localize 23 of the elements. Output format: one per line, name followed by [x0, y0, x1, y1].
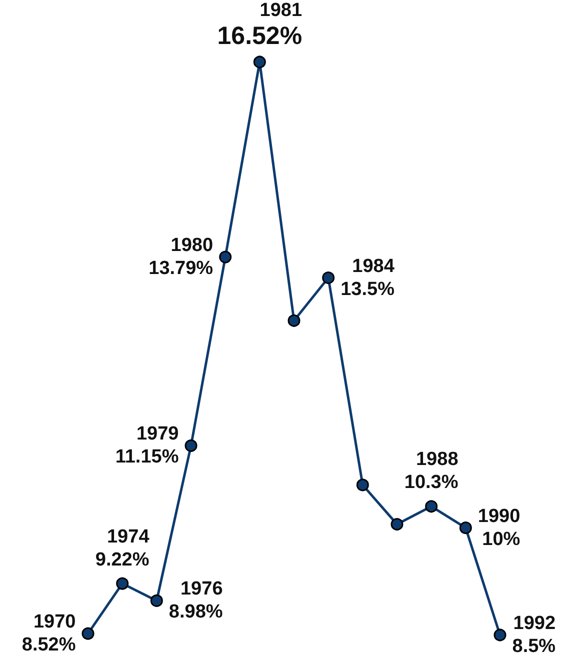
data-label: 1974 9.22%: [95, 526, 150, 570]
data-label: 1980 13.79%: [148, 235, 214, 280]
point: [116, 577, 129, 590]
point: [253, 56, 266, 68]
point: [150, 594, 163, 607]
point: [184, 439, 198, 452]
data-label: 1988 10.3%: [404, 449, 458, 494]
point: [390, 518, 404, 531]
data-label: 1979 11.15%: [115, 424, 179, 468]
data-label: 1992 8.5%: [512, 613, 556, 655]
data-label: 1984 13.5%: [340, 256, 395, 300]
point: [322, 272, 335, 284]
point: [494, 628, 506, 642]
data-label: 1970 8.52%: [22, 612, 76, 655]
point: [219, 250, 232, 264]
data-label: 1990 10%: [478, 506, 520, 550]
data-label: 1976 8.98%: [168, 578, 223, 623]
data-label: 1981 16.52%: [217, 0, 302, 50]
point: [288, 314, 300, 327]
point: [82, 627, 94, 640]
point: [356, 478, 369, 492]
point: [425, 500, 438, 513]
point: [459, 522, 472, 534]
